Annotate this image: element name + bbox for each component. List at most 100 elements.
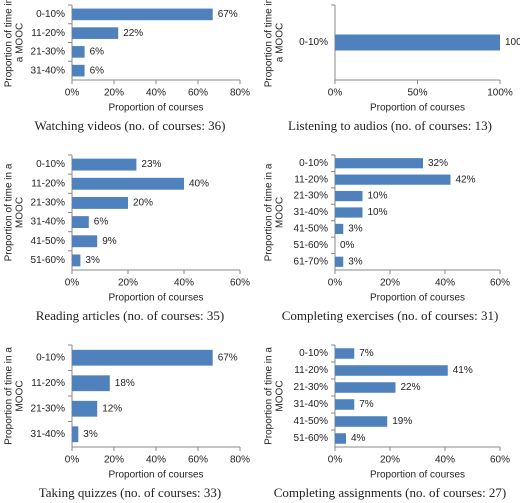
bar xyxy=(72,400,98,417)
bar xyxy=(72,8,213,21)
x-tick-label: 40% xyxy=(146,88,166,99)
value-label: 9% xyxy=(102,236,117,247)
value-label: 18% xyxy=(115,378,135,389)
bar xyxy=(72,349,213,366)
y-tick-label: 31-40% xyxy=(294,207,329,218)
bar xyxy=(72,216,89,229)
y-axis-label: a MOOC xyxy=(275,23,286,62)
value-label: 40% xyxy=(189,178,209,189)
y-tick-label: 11-20% xyxy=(31,378,65,389)
y-tick-label: 21-30% xyxy=(31,403,66,414)
x-tick-label: 60% xyxy=(490,455,510,466)
y-axis-label: Proportion of time in a xyxy=(4,163,15,261)
x-tick-label: 60% xyxy=(230,278,250,289)
bar xyxy=(335,223,344,235)
x-tick-label: 20% xyxy=(104,455,124,466)
x-tick-label: 40% xyxy=(146,455,166,466)
panel-caption: Completing exercises (no. of courses: 31… xyxy=(282,308,499,323)
y-tick-label: 0-10% xyxy=(36,9,65,20)
value-label: 42% xyxy=(456,174,476,185)
value-label: 7% xyxy=(359,348,374,359)
y-axis-label: MOOC xyxy=(15,197,26,228)
y-tick-label: 31-40% xyxy=(294,399,329,410)
x-tick-label: 50% xyxy=(407,88,427,99)
bar xyxy=(335,207,363,218)
y-tick-label: 0-10% xyxy=(299,158,328,169)
x-tick-label: 0% xyxy=(328,278,343,289)
y-tick-label: 31-40% xyxy=(31,429,66,440)
x-tick-label: 20% xyxy=(104,88,124,99)
x-tick-label: 0% xyxy=(328,455,343,466)
bar xyxy=(72,46,85,58)
y-axis-label: Proportion of time in a xyxy=(264,163,275,261)
bar xyxy=(335,256,344,267)
value-label: 12% xyxy=(102,403,122,414)
value-label: 3% xyxy=(83,429,98,440)
x-tick-label: 100% xyxy=(487,88,513,99)
y-axis-label: MOOC xyxy=(275,197,286,228)
value-label: 0% xyxy=(340,240,355,251)
value-label: 7% xyxy=(359,399,374,410)
bar xyxy=(72,27,119,39)
value-label: 20% xyxy=(133,198,153,209)
value-label: 100% xyxy=(505,37,520,48)
bar xyxy=(335,190,363,202)
value-label: 23% xyxy=(141,159,161,170)
x-tick-label: 60% xyxy=(188,88,208,99)
value-label: 6% xyxy=(90,65,105,76)
y-tick-label: 0-10% xyxy=(299,37,328,48)
y-axis-label: Proportion of time in a xyxy=(4,347,15,445)
value-label: 6% xyxy=(90,47,105,58)
bar xyxy=(335,34,500,51)
value-label: 10% xyxy=(368,207,388,218)
x-tick-label: 80% xyxy=(230,455,250,466)
x-tick-label: 20% xyxy=(380,455,400,466)
x-axis-label: Proportion of courses xyxy=(108,103,203,114)
value-label: 32% xyxy=(428,158,448,169)
y-axis-label: a MOOC xyxy=(15,23,26,62)
value-label: 3% xyxy=(348,256,363,267)
y-tick-label: 61-70% xyxy=(294,256,329,267)
x-tick-label: 20% xyxy=(380,278,400,289)
y-tick-label: 41-50% xyxy=(294,416,329,427)
y-tick-label: 41-50% xyxy=(294,224,329,235)
y-tick-label: 11-20% xyxy=(31,28,65,39)
bar xyxy=(335,416,388,427)
bar xyxy=(72,375,110,392)
x-tick-label: 0% xyxy=(65,278,80,289)
y-axis-label: Proportion of time in a xyxy=(264,347,275,445)
y-tick-label: 31-40% xyxy=(31,65,66,76)
bar xyxy=(72,254,81,267)
x-tick-label: 0% xyxy=(328,88,343,99)
bar xyxy=(335,348,355,359)
y-tick-label: 11-20% xyxy=(294,365,328,376)
panel-caption: Completing assignments (no. of courses: … xyxy=(274,485,507,500)
value-label: 4% xyxy=(351,433,366,444)
y-tick-label: 21-30% xyxy=(294,191,329,202)
x-tick-label: 80% xyxy=(230,88,250,99)
y-tick-label: 0-10% xyxy=(299,348,328,359)
panel-caption: Listening to audios (no. of courses: 13) xyxy=(288,118,492,133)
value-label: 22% xyxy=(401,382,421,393)
bar xyxy=(72,426,79,443)
panel-caption: Taking quizzes (no. of courses: 33) xyxy=(39,485,221,500)
y-tick-label: 0-10% xyxy=(36,159,65,170)
bar xyxy=(335,382,396,393)
bar xyxy=(72,158,137,171)
y-axis-label: MOOC xyxy=(15,380,26,411)
bar xyxy=(72,196,128,209)
x-axis-label: Proportion of courses xyxy=(370,103,465,114)
panel-caption: Reading articles (no. of courses: 35) xyxy=(36,308,224,323)
bar xyxy=(335,158,423,169)
x-tick-label: 40% xyxy=(435,455,455,466)
bar xyxy=(72,177,184,190)
y-tick-label: 21-30% xyxy=(294,382,329,393)
x-axis-label: Proportion of courses xyxy=(108,470,203,481)
value-label: 6% xyxy=(94,217,109,228)
y-tick-label: 51-60% xyxy=(294,240,329,251)
value-label: 41% xyxy=(453,365,473,376)
y-tick-label: 51-60% xyxy=(31,255,66,266)
value-label: 22% xyxy=(123,28,143,39)
bar xyxy=(335,433,346,444)
